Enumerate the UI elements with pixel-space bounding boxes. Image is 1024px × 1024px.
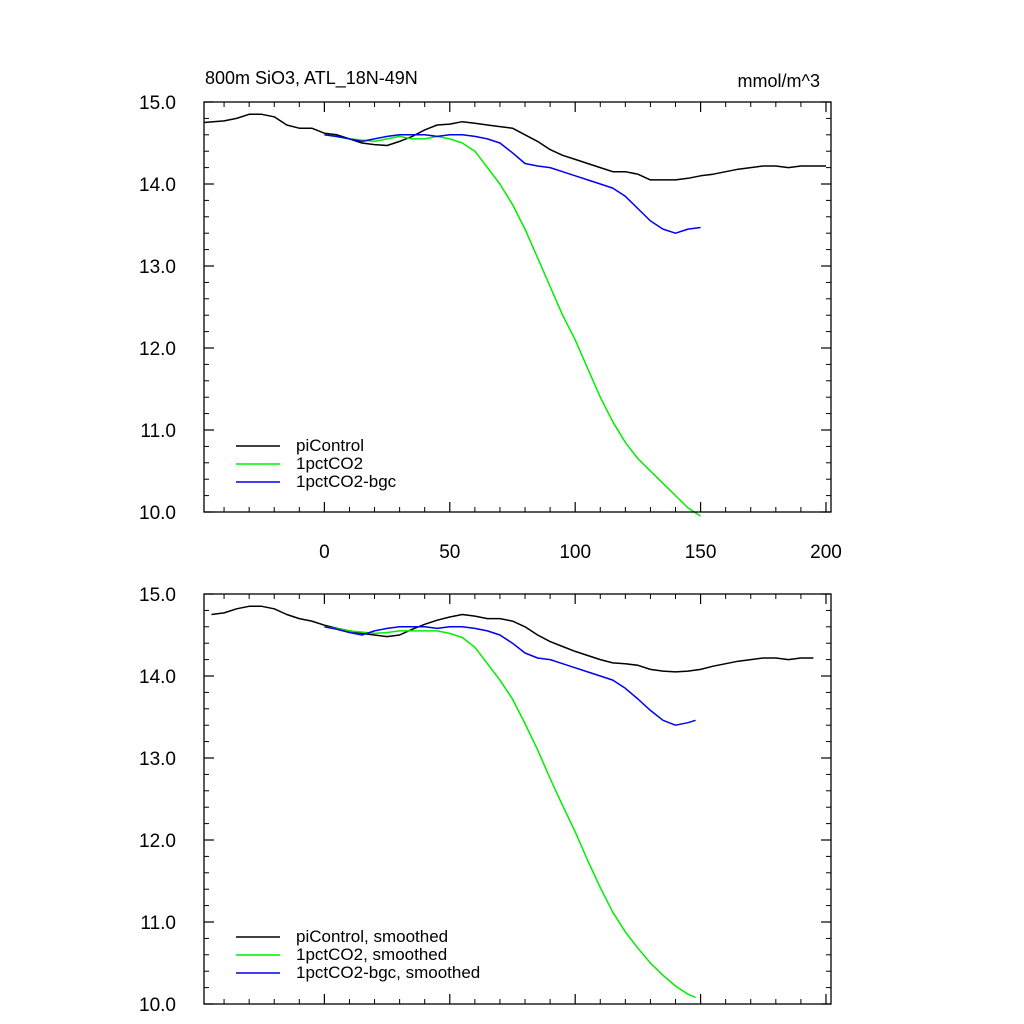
y-tick-label: 15.0 (139, 585, 176, 606)
y-tick-label: 10.0 (139, 995, 176, 1016)
series-line-1pctco2-bgc-smoothed (324, 626, 696, 726)
series-line-1pctco2-smoothed (324, 626, 696, 999)
legend-label: 1pctCO2-bgc (296, 472, 397, 491)
bottom-panel: 10.0 11.0 12.0 13.0 14.0 15.0 piControl, smoo… (139, 585, 832, 1016)
legend-label: piControl (296, 436, 364, 455)
legend-label: 1pctCO2 (296, 454, 363, 473)
y-tick-label: 10.0 (139, 503, 176, 524)
x-tick-label: 150 (685, 542, 717, 563)
y-tick-label: 11.0 (140, 913, 176, 934)
series-line-picontrol-smoothed (211, 605, 814, 673)
legend-label: 1pctCO2-bgc, smoothed (296, 963, 480, 982)
y-tick-label: 11.0 (140, 421, 176, 442)
plot-frame (203, 101, 832, 513)
top-panel: 800m SiO3, ATL_18N-49N mmol/m^3 10.0 11.0… (139, 68, 842, 563)
y-tick-label: 14.0 (139, 175, 176, 196)
y-tick-label: 13.0 (139, 257, 176, 278)
x-tick-label: 0 (319, 542, 330, 563)
y-tick-label: 14.0 (139, 667, 176, 688)
x-tick-label: 200 (810, 542, 842, 563)
x-tick-label: 50 (439, 542, 460, 563)
y-tick-label: 12.0 (139, 339, 176, 360)
x-tick-label: 100 (559, 542, 591, 563)
chart-title: 800m SiO3, ATL_18N-49N (205, 68, 418, 89)
legend-label: 1pctCO2, smoothed (296, 945, 447, 964)
series-line-1pctco2-bgc (324, 134, 701, 234)
series-line-1pctco2 (324, 134, 702, 517)
y-tick-label: 15.0 (139, 93, 176, 114)
plot-frame (203, 593, 832, 1005)
units-label: mmol/m^3 (738, 71, 820, 91)
y-tick-label: 13.0 (139, 749, 176, 770)
y-tick-label: 12.0 (139, 831, 176, 852)
legend-label: piControl, smoothed (296, 927, 448, 946)
series-line-picontrol (203, 113, 826, 181)
